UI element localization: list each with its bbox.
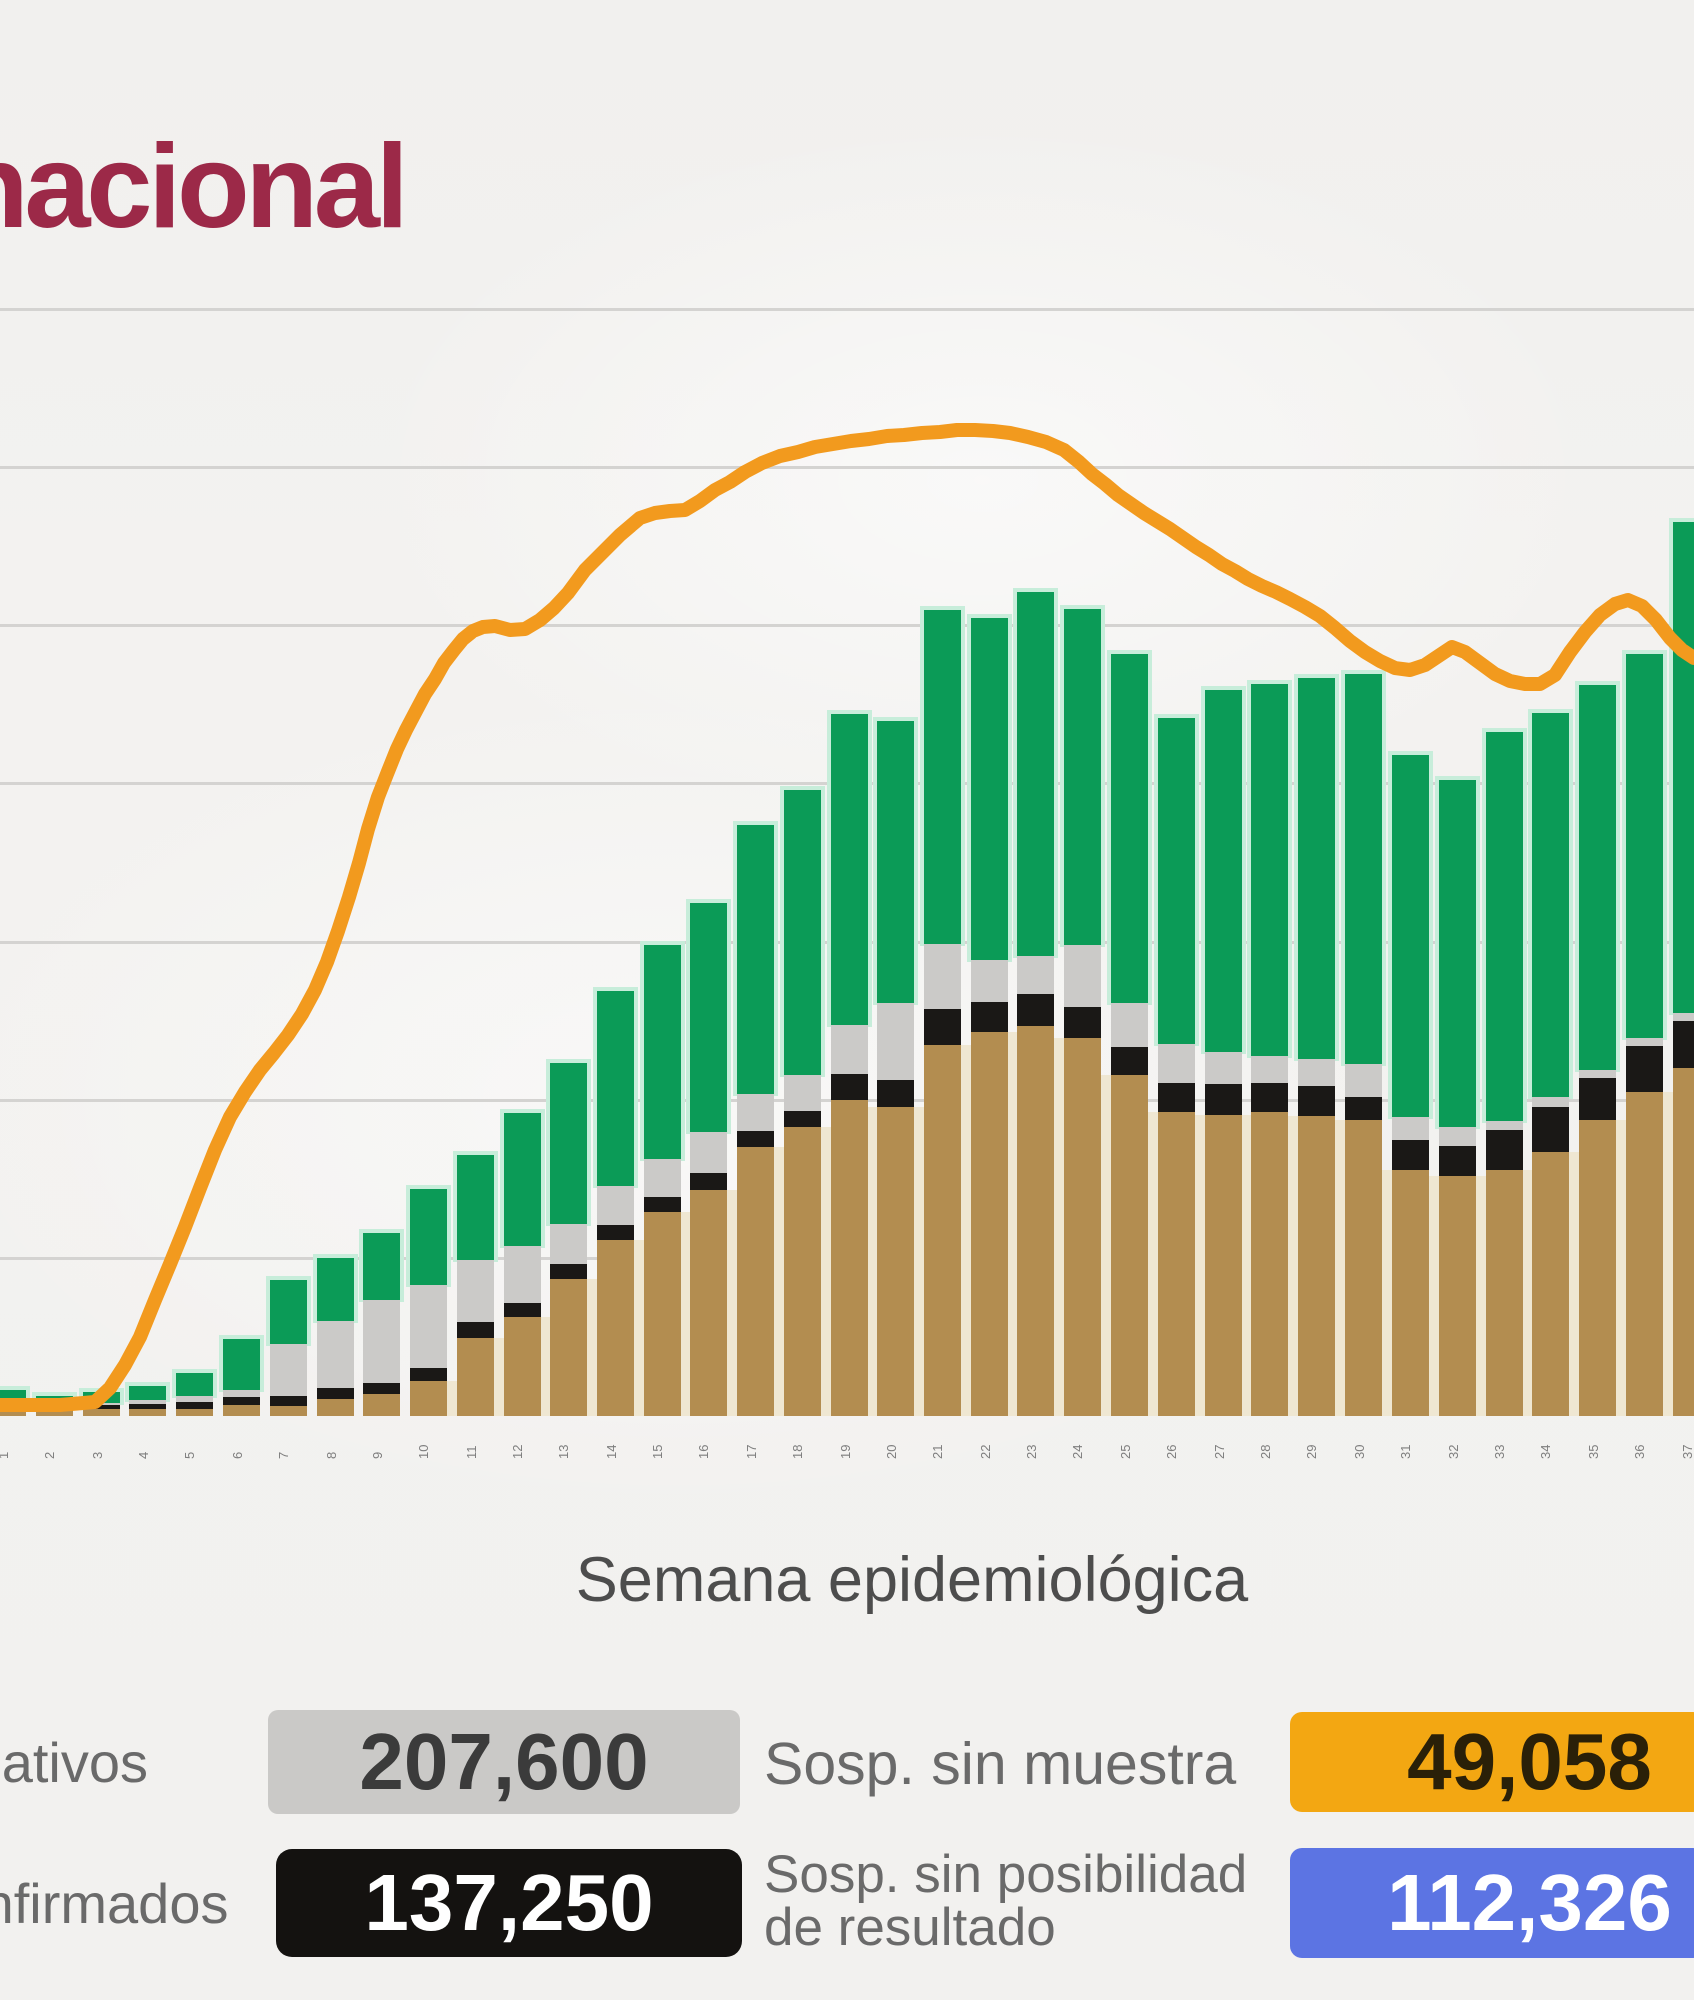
svg-text:13: 13 [556, 1445, 571, 1459]
svg-text:11: 11 [464, 1446, 479, 1460]
svg-text:3: 3 [90, 1452, 105, 1459]
svg-text:1: 1 [0, 1452, 11, 1459]
svg-text:18: 18 [790, 1445, 805, 1459]
svg-text:30: 30 [1352, 1445, 1367, 1459]
svg-text:10: 10 [416, 1445, 431, 1459]
svg-text:25: 25 [1118, 1445, 1133, 1459]
svg-text:12: 12 [510, 1445, 525, 1459]
svg-text:19: 19 [838, 1445, 853, 1459]
svg-text:28: 28 [1258, 1445, 1273, 1459]
svg-text:34: 34 [1538, 1445, 1553, 1459]
svg-text:16: 16 [696, 1445, 711, 1459]
svg-text:8: 8 [324, 1452, 339, 1459]
svg-text:14: 14 [604, 1445, 619, 1459]
svg-text:5: 5 [182, 1452, 197, 1459]
svg-text:33: 33 [1492, 1445, 1507, 1459]
svg-text:37: 37 [1680, 1445, 1694, 1459]
svg-text:4: 4 [136, 1452, 151, 1459]
svg-text:35: 35 [1586, 1445, 1601, 1459]
svg-text:22: 22 [978, 1445, 993, 1459]
svg-text:21: 21 [930, 1445, 945, 1459]
svg-text:27: 27 [1212, 1445, 1227, 1459]
svg-text:20: 20 [884, 1445, 899, 1459]
svg-text:26: 26 [1164, 1445, 1179, 1459]
svg-text:29: 29 [1304, 1445, 1319, 1459]
svg-text:23: 23 [1024, 1445, 1039, 1459]
svg-text:6: 6 [230, 1452, 245, 1459]
svg-text:32: 32 [1446, 1445, 1461, 1459]
svg-text:15: 15 [650, 1445, 665, 1459]
svg-text:17: 17 [744, 1445, 759, 1459]
svg-text:7: 7 [276, 1452, 291, 1459]
svg-text:9: 9 [370, 1452, 385, 1459]
svg-text:24: 24 [1070, 1445, 1085, 1459]
svg-text:31: 31 [1398, 1445, 1413, 1459]
svg-text:2: 2 [42, 1452, 57, 1459]
svg-text:36: 36 [1632, 1445, 1647, 1459]
